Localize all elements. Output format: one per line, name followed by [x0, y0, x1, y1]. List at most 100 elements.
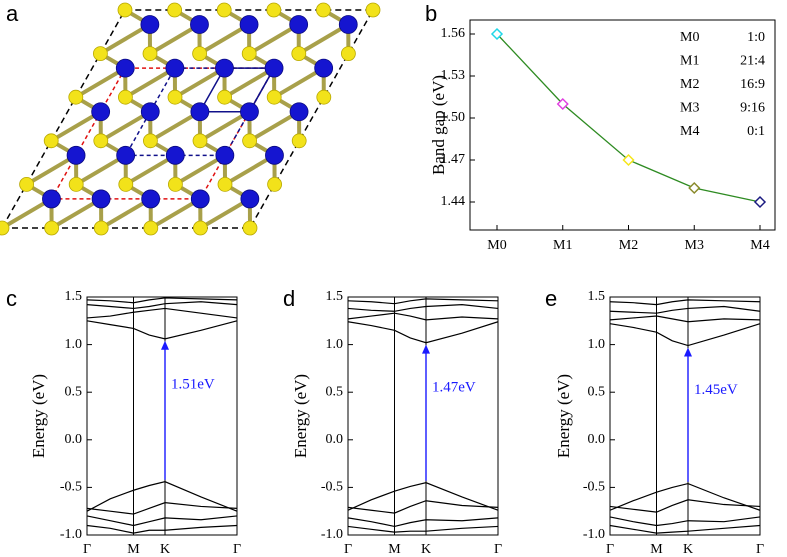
atom-s — [315, 2, 331, 18]
atom-s — [192, 46, 208, 61]
legend-name: M1 — [680, 54, 699, 69]
y-tick-label: -1.0 — [321, 527, 343, 542]
atom-metal — [140, 102, 160, 122]
x-tick-label: Γ — [83, 542, 91, 557]
x-tick-label: Γ — [233, 542, 241, 557]
band-line — [609, 524, 761, 534]
band-line — [347, 312, 499, 321]
x-tick-label: M0 — [487, 238, 506, 253]
y-tick-label: 1.53 — [441, 68, 466, 83]
y-axis-label: Band gap (eV) — [429, 75, 448, 175]
plot-frame — [347, 296, 499, 536]
x-tick-label: M1 — [553, 238, 572, 253]
atom-s — [167, 176, 183, 192]
atom-metal — [215, 58, 234, 78]
x-tick-label: K — [160, 542, 170, 557]
atom-s — [340, 46, 356, 61]
atom-s — [143, 220, 159, 236]
panel-label: e — [545, 286, 557, 311]
band-line — [609, 315, 761, 323]
y-axis-label: Energy (eV) — [29, 374, 48, 458]
plot-frame — [609, 296, 761, 536]
y-tick-label: 0.5 — [65, 384, 83, 399]
atom-s — [118, 176, 134, 192]
atom-metal — [91, 189, 111, 209]
bond — [74, 66, 127, 99]
atom-s — [19, 176, 35, 192]
atom-s — [93, 46, 108, 61]
y-tick-label: -0.5 — [321, 480, 343, 495]
legend-ratio: 0:1 — [747, 124, 765, 139]
atom-s — [291, 133, 307, 149]
band-line — [86, 297, 238, 304]
y-tick-label: 1.44 — [441, 194, 466, 209]
band-line — [347, 304, 499, 312]
y-tick-label: 1.5 — [326, 289, 344, 304]
atom-s — [267, 176, 283, 192]
atom-metal — [289, 102, 309, 122]
atom-s — [0, 220, 10, 236]
band-line — [86, 301, 238, 310]
legend-name: M4 — [680, 124, 699, 139]
band-line — [86, 481, 238, 512]
bond — [0, 197, 53, 230]
atom-metal — [240, 189, 260, 209]
atom-metal — [190, 15, 209, 34]
atom-metal — [190, 102, 210, 122]
atom-s — [192, 220, 208, 236]
atom-metal — [338, 15, 358, 34]
atom-s — [217, 89, 233, 105]
atom-s — [192, 133, 208, 149]
x-tick-label: K — [683, 542, 693, 557]
y-tick-label: -1.0 — [60, 527, 82, 542]
x-tick-label: M3 — [685, 238, 704, 253]
bond — [297, 22, 350, 56]
atom-s — [242, 133, 258, 149]
y-tick-label: 1.5 — [65, 289, 83, 304]
atom-metal — [240, 102, 259, 122]
band-line — [347, 500, 499, 514]
atom-s — [217, 176, 233, 192]
gap-arrow-head — [684, 347, 692, 357]
panel-label: b — [425, 1, 437, 26]
bond — [99, 22, 151, 56]
cell-outline — [0, 9, 375, 229]
bond — [124, 153, 177, 187]
x-tick-label: Γ — [494, 542, 502, 557]
y-tick-label: 0.5 — [588, 384, 606, 399]
plot-frame — [86, 296, 238, 536]
atom-s — [142, 46, 158, 61]
marker — [490, 27, 504, 41]
bond — [198, 22, 251, 56]
x-tick-label: K — [421, 542, 431, 557]
atom-metal — [289, 15, 309, 34]
band-line — [347, 525, 499, 533]
band-line — [609, 516, 761, 527]
x-tick-label: M2 — [619, 238, 638, 253]
x-tick-label: Γ — [344, 542, 352, 557]
atom-metal — [165, 145, 185, 165]
bond — [25, 153, 78, 187]
band-line — [347, 321, 499, 344]
atom-s — [291, 46, 307, 61]
bond — [199, 197, 251, 230]
legend-name: M2 — [680, 77, 699, 92]
marker — [753, 195, 767, 209]
gap-label: 1.51eV — [171, 377, 215, 393]
y-tick-label: 1.56 — [441, 26, 466, 41]
bond — [248, 22, 300, 56]
y-tick-label: 0.0 — [326, 432, 344, 447]
atom-s — [216, 2, 232, 18]
marker — [556, 97, 569, 111]
panel-label: d — [283, 286, 295, 311]
atom-s — [68, 89, 84, 105]
band-line — [347, 298, 499, 305]
y-tick-label: 0.0 — [588, 432, 606, 447]
marker — [688, 181, 701, 195]
band-line — [609, 482, 761, 511]
atom-s — [142, 133, 158, 149]
legend-ratio: 1:0 — [747, 30, 765, 45]
atom-s — [316, 89, 332, 105]
atom-s — [241, 46, 257, 61]
atom-metal — [91, 102, 111, 122]
